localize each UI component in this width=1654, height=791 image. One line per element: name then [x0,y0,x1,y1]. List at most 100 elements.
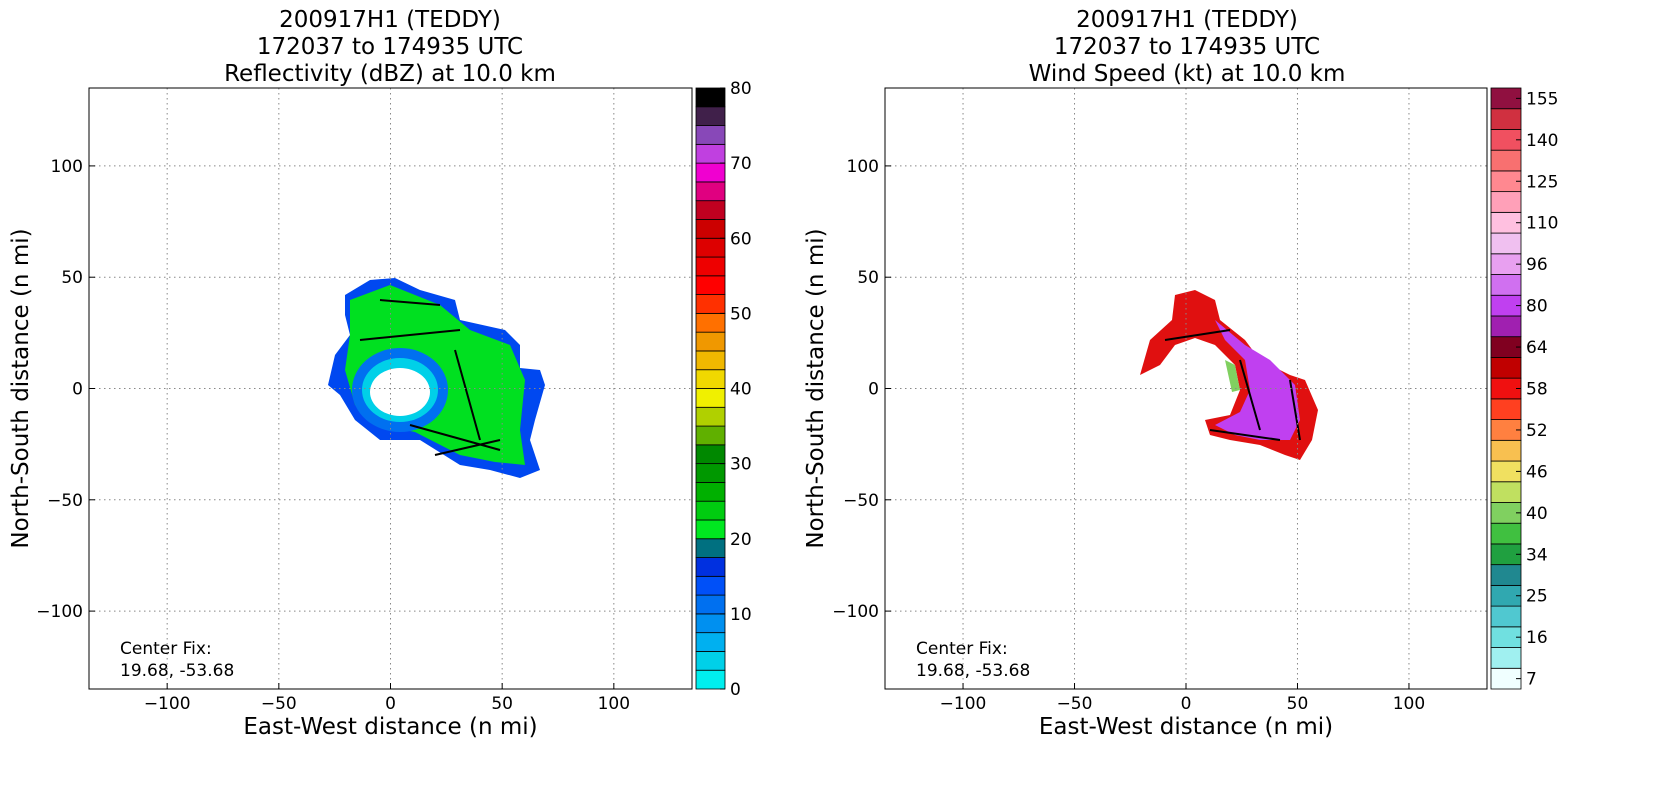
x-axis-label: East-West distance (n mi) [1039,714,1333,740]
colorbar-tick-label: 155 [1526,89,1558,109]
plot-frame [884,87,1488,690]
colorbar-box [695,425,726,446]
colorbar-tick-label: 52 [1526,421,1548,441]
colorbar-box [695,669,726,690]
colorbar-tick-label: 46 [1526,462,1548,482]
colorbar-box [695,125,726,145]
colorbar-tick-label: 96 [1526,255,1548,275]
y-tick-label: 50 [61,268,83,288]
colorbar-tick-label: 40 [1526,504,1548,524]
colorbar-box [695,444,726,465]
colorbar-box [695,143,726,164]
colorbar-box [695,406,726,427]
colorbar-box [1490,191,1522,213]
x-tick-label: 50 [491,694,513,714]
y-tick-label: −50 [843,491,879,511]
colorbar-box [695,538,726,558]
colorbar-box [695,613,726,634]
chart-title: 200917H1 (TEDDY) [279,7,501,33]
colorbar-tick-label: 20 [730,530,752,550]
colorbar-box [1490,232,1522,255]
annotation: Center Fix: [120,639,212,659]
y-tick-label: 100 [51,157,83,177]
colorbar-box [1490,315,1522,338]
x-tick-label: −50 [261,694,297,714]
colorbar-box [695,200,726,220]
chart-title: 200917H1 (TEDDY) [1076,7,1298,33]
colorbar-tick-label: 80 [730,79,752,99]
colorbar-box [1490,522,1522,545]
colorbar-box [695,331,726,352]
annotation: 19.68, -53.68 [916,661,1030,681]
colorbar-box [695,350,726,371]
colorbar-box [695,388,726,408]
colorbar-tick-label: 140 [1526,131,1558,151]
x-tick-label: 0 [385,694,396,714]
wind-core [1215,320,1300,440]
colorbar-box [695,369,726,389]
colorbar-tick-label: 110 [1526,214,1558,234]
wind-field [1140,290,1318,460]
colorbar-box [695,594,726,615]
colorbar-box [695,275,726,295]
y-tick-label: 0 [868,380,879,400]
colorbar-tick-label: 70 [730,154,752,174]
colorbar-box [695,106,726,126]
y-tick-label: −100 [36,602,83,622]
colorbar-box [1490,357,1522,379]
x-tick-label: −50 [1057,694,1093,714]
wind-barbs [1164,329,1301,441]
colorbar-tick-label: 64 [1526,338,1548,358]
colorbar-box [695,575,726,596]
annotation: Center Fix: [916,639,1008,659]
colorbar-box [695,651,726,671]
chart-title: Reflectivity (dBZ) at 10.0 km [224,61,556,87]
wind-barbs [359,299,501,456]
colorbar-tick-label: 16 [1526,628,1548,648]
colorbar-box [695,219,726,239]
colorbar-tick-label: 58 [1526,380,1548,400]
y-tick-label: −100 [832,602,879,622]
x-tick-label: −100 [144,694,191,714]
colorbar-tick-label: 60 [730,229,752,249]
reflectivity-field [328,278,545,478]
colorbar-box [1490,149,1522,172]
x-tick-label: 50 [1287,694,1309,714]
colorbar-tick-label: 80 [1526,297,1548,317]
plot-frame [88,87,693,690]
x-tick-label: −100 [940,694,987,714]
colorbar-tick-label: 125 [1526,172,1558,192]
colorbar-box [695,237,726,258]
colorbar-box [1490,398,1522,420]
colorbar-tick-label: 7 [1526,670,1537,690]
colorbar-tick-label: 40 [730,380,752,400]
colorbar-tick-label: 50 [730,304,752,324]
colorbar-box [695,500,726,521]
colorbar-box [695,519,726,540]
x-tick-label: 0 [1181,694,1192,714]
colorbar-box [695,256,726,277]
wind-edge [1225,360,1240,392]
colorbar-box [695,463,726,483]
colorbar-tick-label: 30 [730,455,752,475]
colorbar-box [1490,274,1522,296]
colorbar-box [1490,481,1522,503]
chart-title: 172037 to 174935 UTC [257,34,523,60]
colorbar-box [695,632,726,652]
y-tick-label: 50 [857,268,879,288]
x-axis-label: East-West distance (n mi) [243,714,537,740]
y-tick-label: 100 [847,157,879,177]
chart-title: 172037 to 174935 UTC [1054,34,1320,60]
colorbar-tick-label: 0 [730,680,741,700]
y-tick-label: 0 [72,380,83,400]
x-tick-label: 100 [598,694,630,714]
y-axis-label: North-South distance (n mi) [8,228,34,548]
annotation: 19.68, -53.68 [120,661,234,681]
colorbar-box [695,87,726,108]
colorbar-tick-label: 25 [1526,587,1548,607]
colorbar-box [1490,605,1522,628]
colorbar-tick-label: 34 [1526,545,1548,565]
colorbar-box [695,557,726,577]
colorbar-box [1490,108,1522,130]
